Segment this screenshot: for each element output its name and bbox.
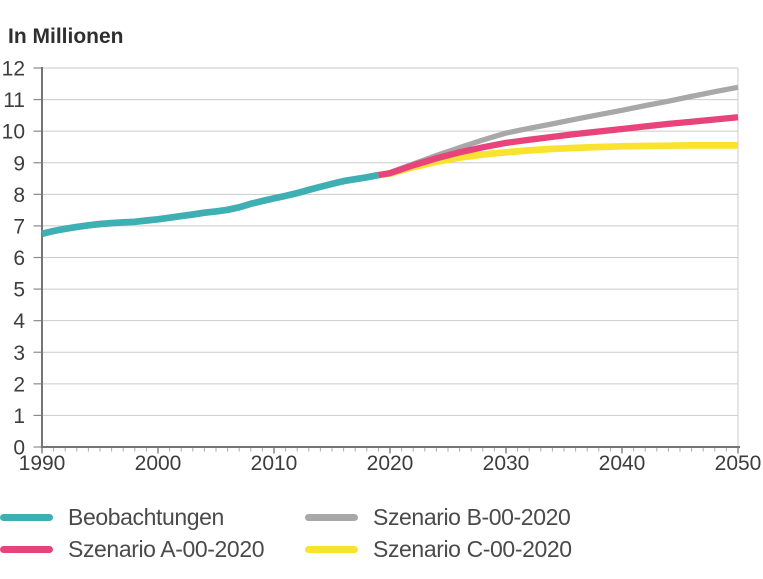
svg-text:3: 3 bbox=[13, 342, 25, 365]
legend-item-beobachtungen: Beobachtungen bbox=[0, 501, 305, 533]
svg-text:5: 5 bbox=[13, 279, 25, 302]
svg-text:1: 1 bbox=[13, 405, 25, 428]
legend-item-szenario-a: Szenario A-00-2020 bbox=[0, 533, 305, 565]
legend-item-szenario-b: Szenario B-00-2020 bbox=[305, 501, 763, 533]
chart-title: In Millionen bbox=[8, 25, 124, 48]
series-line-szenario-a-00-2020 bbox=[377, 114, 739, 179]
svg-text:1990: 1990 bbox=[19, 452, 66, 475]
svg-text:2050: 2050 bbox=[715, 452, 762, 475]
series-line-beobachtungen bbox=[41, 171, 380, 238]
svg-text:0: 0 bbox=[13, 437, 25, 460]
legend-label-szenario-a: Szenario A-00-2020 bbox=[68, 535, 265, 562]
svg-text:2020: 2020 bbox=[367, 452, 414, 475]
axes bbox=[41, 67, 740, 448]
svg-text:2040: 2040 bbox=[599, 452, 646, 475]
svg-text:2010: 2010 bbox=[251, 452, 298, 475]
svg-text:10: 10 bbox=[2, 121, 25, 144]
svg-text:6: 6 bbox=[13, 247, 25, 270]
legend-swatch-beobachtungen bbox=[0, 513, 53, 521]
legend: Beobachtungen Szenario B-00-2020 Szenari… bbox=[0, 501, 763, 565]
svg-text:9: 9 bbox=[13, 152, 25, 175]
svg-text:11: 11 bbox=[3, 89, 25, 112]
svg-text:12: 12 bbox=[2, 58, 25, 81]
svg-text:7: 7 bbox=[13, 215, 25, 238]
svg-text:8: 8 bbox=[13, 184, 25, 207]
legend-label-szenario-c: Szenario C-00-2020 bbox=[373, 535, 572, 562]
legend-item-szenario-c: Szenario C-00-2020 bbox=[305, 533, 763, 565]
x-axis-labels: 1990 2000 2010 2020 2030 2040 2050 bbox=[19, 452, 762, 475]
legend-label-beobachtungen: Beobachtungen bbox=[68, 503, 224, 530]
svg-text:4: 4 bbox=[13, 310, 25, 333]
svg-text:2030: 2030 bbox=[483, 452, 530, 475]
legend-swatch-szenario-a bbox=[0, 545, 53, 553]
legend-swatch-szenario-c bbox=[305, 545, 358, 553]
legend-label-szenario-b: Szenario B-00-2020 bbox=[373, 503, 571, 530]
svg-text:2: 2 bbox=[13, 373, 25, 396]
legend-swatch-szenario-b bbox=[305, 513, 358, 521]
svg-text:2000: 2000 bbox=[135, 452, 182, 475]
